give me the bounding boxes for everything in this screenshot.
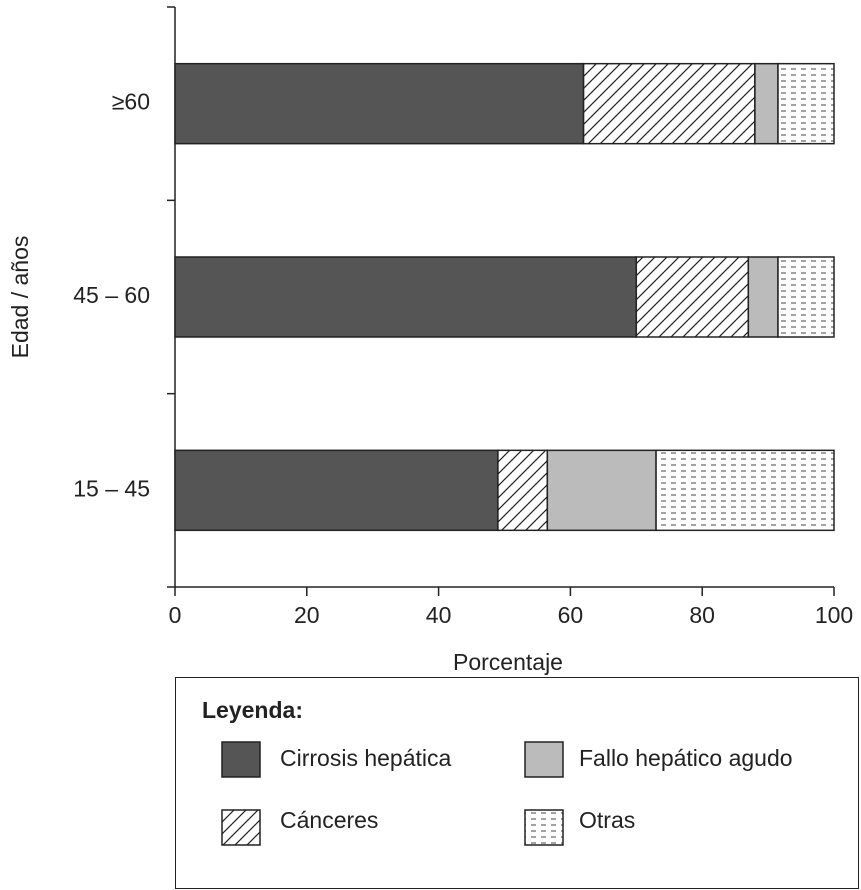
legend-swatch <box>524 809 564 846</box>
legend-swatch <box>524 741 564 778</box>
legend-swatch <box>221 809 261 846</box>
x-tick-label: 40 <box>426 602 452 628</box>
bar-segment <box>582 62 756 145</box>
x-tick-label: 0 <box>169 602 182 628</box>
legend-label: Cirrosis hepática <box>280 745 451 771</box>
y-tick-label: 45 – 60 <box>73 282 150 308</box>
x-axis-title: Porcentaje <box>453 649 563 675</box>
bar-segment <box>546 449 657 532</box>
legend-label: Fallo hepático agudo <box>579 745 793 771</box>
bar-segment <box>174 62 585 145</box>
bar-segment <box>174 256 638 338</box>
bar-segment <box>655 449 835 532</box>
bar-segment <box>174 449 499 532</box>
bar-segment <box>777 256 835 338</box>
bar-segment <box>497 449 549 532</box>
bar-segment <box>635 256 750 338</box>
y-tick-label: 15 – 45 <box>73 475 150 501</box>
y-tick-label: ≥60 <box>112 89 150 115</box>
x-tick-label: 60 <box>558 602 584 628</box>
legend-label: Otras <box>579 807 635 833</box>
bar-segment <box>747 256 779 338</box>
x-tick-label: 100 <box>815 602 853 628</box>
x-tick-label: 80 <box>689 602 715 628</box>
legend-label: Cánceres <box>280 807 378 833</box>
legend-box <box>175 677 859 889</box>
legend-swatch <box>221 741 261 778</box>
x-tick-label: 20 <box>294 602 320 628</box>
bar-segment <box>777 62 835 145</box>
legend-title: Leyenda: <box>202 697 303 723</box>
bar-segment <box>754 62 779 145</box>
y-axis-title: Edad / años <box>7 236 33 359</box>
